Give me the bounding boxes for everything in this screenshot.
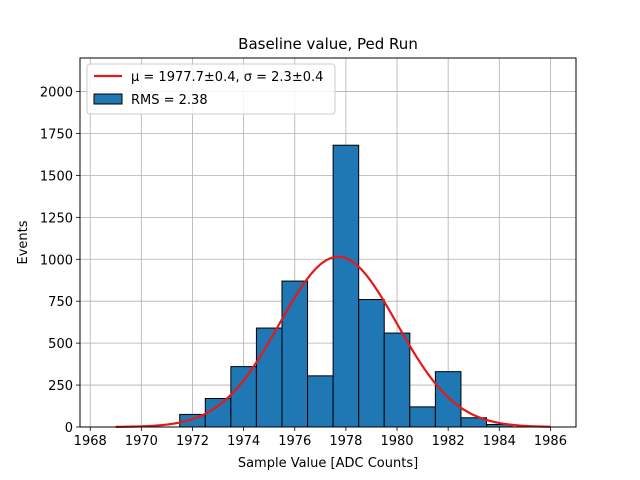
y-tick-label: 1000 [40, 253, 73, 268]
y-tick-label: 2000 [40, 86, 73, 101]
histogram-bar [358, 299, 385, 428]
histogram-bar [230, 366, 257, 428]
legend-rms-label: RMS = 2.38 [131, 93, 208, 108]
y-axis-label: Events [16, 220, 31, 264]
x-tick-label: 1982 [432, 434, 465, 449]
y-tick-label: 1500 [40, 169, 73, 184]
histogram-bar [204, 397, 232, 428]
x-tick-label: 1978 [329, 434, 362, 449]
chart-title: Baseline value, Ped Run [238, 35, 418, 53]
histogram-bar [307, 375, 334, 428]
legend-box [86, 63, 336, 115]
x-tick-label: 1970 [125, 434, 158, 449]
y-tick-label: 1250 [40, 211, 73, 226]
histogram-bar [434, 371, 462, 428]
x-tick-label: 1986 [534, 434, 567, 449]
x-tick-label: 1980 [380, 434, 413, 449]
x-tick-label: 1974 [227, 434, 260, 449]
histogram-bar [281, 280, 309, 428]
legend: μ = 1977.7±0.4, σ = 2.3±0.4 RMS = 2.38 [86, 63, 336, 115]
y-tick-label: 750 [48, 295, 73, 310]
histogram-bar [383, 332, 411, 428]
plot-frame [79, 57, 577, 428]
y-tick-label: 1750 [40, 127, 73, 142]
y-tick-label: 500 [48, 337, 73, 352]
gaussian-fit-line [115, 255, 551, 428]
y-tick-label: 250 [48, 379, 73, 394]
y-tick-label: 0 [65, 421, 73, 436]
y-axis-ticks: 0 250 500 750 1000 1250 1500 1750 2000 [40, 86, 80, 436]
histogram-bar [332, 144, 360, 428]
x-tick-label: 1984 [483, 434, 516, 449]
histogram-bar [409, 406, 436, 428]
x-tick-label: 1968 [74, 434, 107, 449]
x-tick-label: 1976 [278, 434, 311, 449]
fit-curve-group [115, 255, 551, 428]
x-tick-label: 1972 [176, 434, 209, 449]
legend-rms-swatch [93, 93, 123, 105]
x-axis-ticks: 1968 1970 1972 1974 1976 1978 1980 1982 1984 1986 [74, 427, 567, 449]
legend-fit-label: μ = 1977.7±0.4, σ = 2.3±0.4 [131, 70, 323, 85]
x-axis-label: Sample Value [ADC Counts] [238, 456, 418, 471]
